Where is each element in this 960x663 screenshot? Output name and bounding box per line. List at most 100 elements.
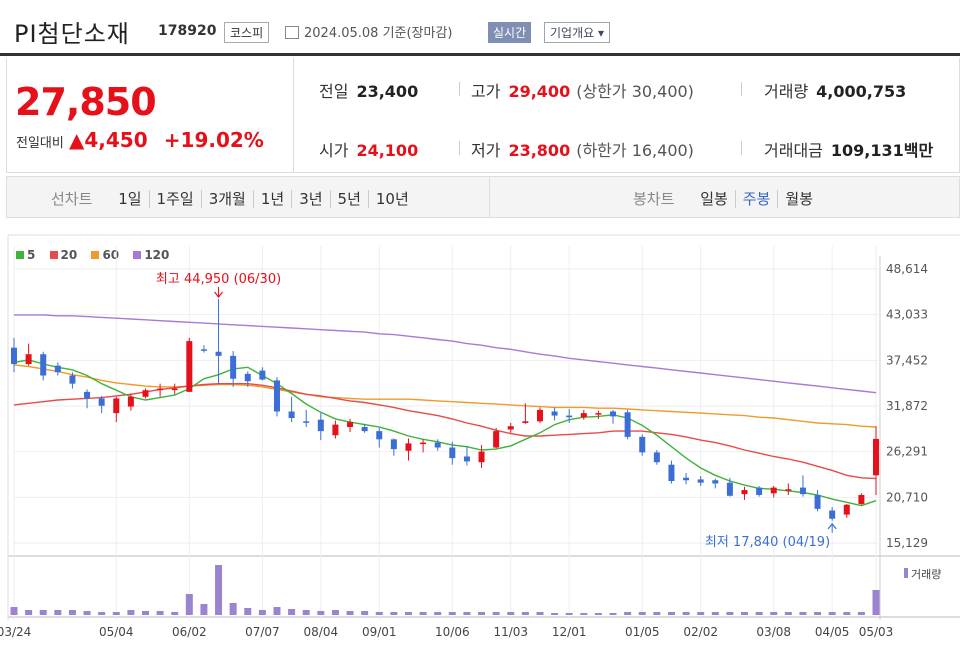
volume-bar [507,612,515,615]
candle-body [54,365,61,373]
candle-body [244,373,251,382]
x-tick-label: 11/03 [493,625,528,639]
volume-bar [814,612,822,615]
volume-bar [492,612,500,615]
volume-bar [375,612,383,615]
volume-bar [799,612,807,615]
candle-body [273,380,280,412]
legend-ma5-label: 5 [27,248,36,262]
x-tick-label: 03/24 [0,625,31,639]
tab-1y[interactable]: 1년 [252,190,292,208]
x-tick-label: 04/05 [815,625,850,639]
stock-header: PI첨단소재 178920 코스피 2024.05.08 기준(장마감) 실시간… [0,0,960,56]
open-price: 시가 24,100 [319,137,418,161]
low-price: 저가 23,800 (하한가 16,400) [471,137,694,161]
candle-body [127,396,134,407]
x-tick-label: 09/01 [362,625,397,639]
volume-bar [273,607,281,615]
candle-body [697,479,704,483]
y-tick-label: 37,452 [886,353,928,367]
x-tick-label: 05/04 [99,625,134,639]
candle-body [785,489,792,491]
min-arrow-head [827,522,837,530]
volume-bar [185,594,193,615]
volume-bar [25,610,33,615]
candle-body [171,388,178,391]
tab-monthly[interactable]: 월봉 [777,190,821,208]
candle-body [376,431,383,440]
volume-bar [770,612,778,615]
x-tick-label: 05/03 [859,625,894,639]
candle-body [259,370,266,380]
candle-body [522,421,529,423]
company-overview-dropdown[interactable]: 기업개요 ▾ [544,22,610,43]
volume-bar [682,612,690,615]
candle-body [405,443,412,451]
volume-bar [551,613,559,615]
candle-body [332,424,339,436]
tab-1w[interactable]: 1주일 [148,190,201,208]
tab-5y[interactable]: 5년 [329,190,368,208]
volume-bar [580,613,588,615]
open-value: 24,100 [356,141,419,160]
volume-bar [697,612,705,615]
y-tick-label: 48,614 [886,262,928,276]
candle-body [69,375,76,384]
amount-value: 109,131 [830,141,904,160]
candle-body [478,451,485,463]
x-tick-label: 06/02 [172,625,207,639]
candle-body [858,494,865,504]
candle-body [361,427,368,432]
candle-chart-label: 봉차트 [633,190,675,208]
candle-body [113,398,120,414]
candle-body [317,419,324,432]
candle-body [770,487,777,494]
legend-ma20: 20 [49,248,77,262]
volume-bar [83,611,91,615]
x-tick-label: 08/04 [304,625,339,639]
candle-body [347,422,354,428]
tab-daily[interactable]: 일봉 [700,190,728,208]
tab-10y[interactable]: 10년 [367,190,416,208]
candle-body [186,341,193,392]
volume-bar [200,604,208,615]
tab-1d[interactable]: 1일 [118,190,142,208]
candle-body [449,447,456,459]
candle-body [536,409,543,422]
candle-body [668,464,675,482]
ma120-line [14,314,877,394]
ma20-line [13,383,877,480]
candle-body [40,354,47,376]
candle-body [84,391,91,399]
legend-ma120: 120 [133,248,169,262]
candle-body [200,349,207,351]
volume-bar [390,612,398,615]
tab-3y[interactable]: 3년 [291,190,330,208]
volume-bar [828,612,836,615]
candle-body [98,398,105,406]
tab-weekly[interactable]: 주봉 [734,190,778,208]
candle-body [434,442,441,448]
trade-amount: 거래대금 109,131백만 [764,137,933,161]
realtime-button[interactable]: 실시간 [488,22,532,43]
candle-body [873,438,879,476]
volume-value: 4,000,753 [816,82,907,101]
tab-3m[interactable]: 3개월 [200,190,253,208]
legend-ma60-label: 60 [102,248,120,262]
candle-body [741,490,748,495]
volume-bar [171,612,179,615]
candle-body [756,487,763,495]
volume-bar [244,608,252,615]
volume-info: 거래량 4,000,753 [764,78,906,102]
candle-body [303,421,310,423]
volume-bar [857,612,865,615]
volume-bar [755,612,763,615]
volume-bar [624,612,632,615]
change-label: 전일대비 [16,136,64,151]
volume-bar [784,612,792,615]
volume-bar [317,611,325,615]
x-tick-label: 03/08 [756,625,791,639]
volume-label: 거래량 [764,82,809,101]
high-price: 고가 29,400 (상한가 30,400) [471,78,694,102]
